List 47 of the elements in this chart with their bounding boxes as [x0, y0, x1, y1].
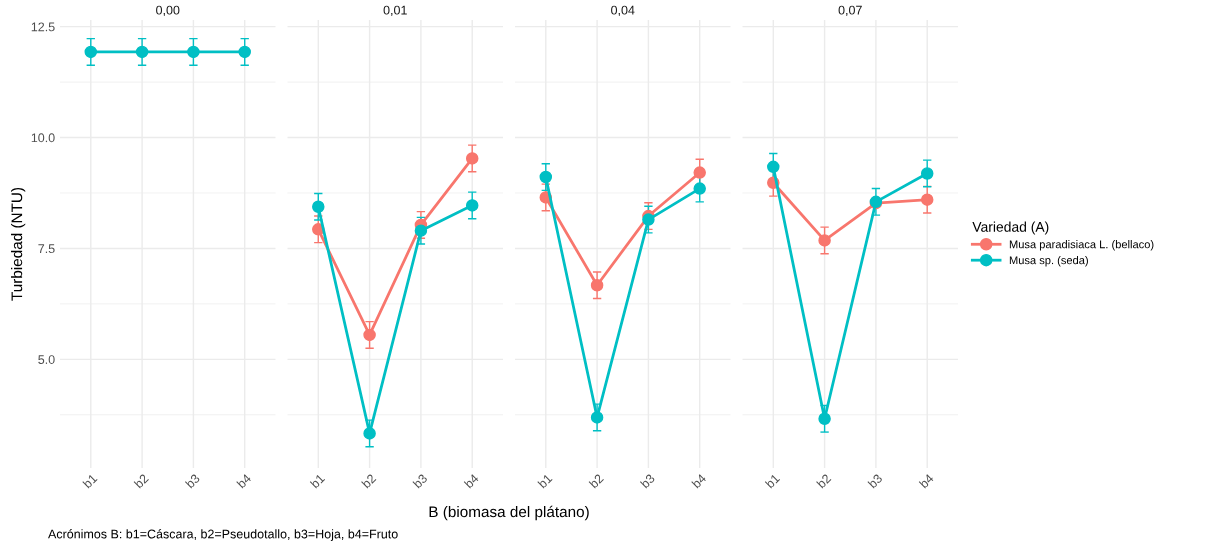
x-tick-label: b3	[639, 473, 656, 489]
point	[465, 152, 479, 165]
point	[414, 224, 428, 237]
point	[363, 328, 376, 342]
x-tick-label: b3	[412, 473, 428, 489]
x-tick-label: b4	[691, 473, 707, 489]
x-tick-label: b4	[236, 473, 252, 489]
y-tick-label: 10.0	[31, 133, 55, 143]
legend-label: Musa paradisiaca L. (bellaco)	[1009, 240, 1154, 251]
point	[590, 279, 604, 292]
point	[693, 182, 706, 195]
x-tick-label: b2	[133, 473, 149, 489]
point	[312, 200, 325, 213]
y-tick-label: 5.0	[38, 355, 55, 364]
text: Acrónimos B: b1=Cáscara, b2=Pseudotallo, b3=Hoja, b4=Fruto	[48, 529, 398, 541]
x-tick-label: b3	[184, 473, 201, 489]
point	[767, 160, 780, 174]
chart-title: 0,07	[838, 5, 862, 17]
point	[642, 213, 655, 226]
point	[363, 427, 376, 440]
x-tick-label: b2	[588, 473, 604, 489]
point	[818, 412, 831, 426]
point	[539, 170, 553, 184]
x-tick-label: b2	[361, 473, 377, 489]
x-tick-label: b1	[764, 473, 781, 489]
y-tick-label: 7.5	[38, 244, 55, 254]
chart-title: 0,01	[383, 5, 407, 17]
y-tick-label: 12.5	[31, 22, 55, 32]
chart-title: 0,00	[156, 5, 180, 17]
x-tick-label: b1	[537, 473, 553, 489]
point	[818, 234, 831, 247]
legend-label: Musa sp. (seda)	[1009, 256, 1088, 267]
chart-title: 0,04	[611, 5, 635, 17]
x-tick-label: b4	[918, 473, 935, 489]
x-axis-title: B (biomasa del plátano)	[429, 505, 589, 521]
point	[465, 199, 479, 212]
x-tick-label: b3	[867, 473, 883, 489]
point	[920, 167, 934, 180]
point	[590, 411, 604, 424]
point	[693, 166, 706, 179]
legend-title: Variedad (A)	[972, 221, 1049, 235]
x-tick-label: b2	[816, 473, 832, 489]
x-tick-label: b1	[309, 473, 326, 489]
point	[920, 193, 934, 206]
x-tick-label: b1	[82, 473, 98, 489]
x-tick-label: b4	[463, 473, 480, 489]
y-axis-title: Turbiedad (NTU)	[11, 187, 26, 301]
